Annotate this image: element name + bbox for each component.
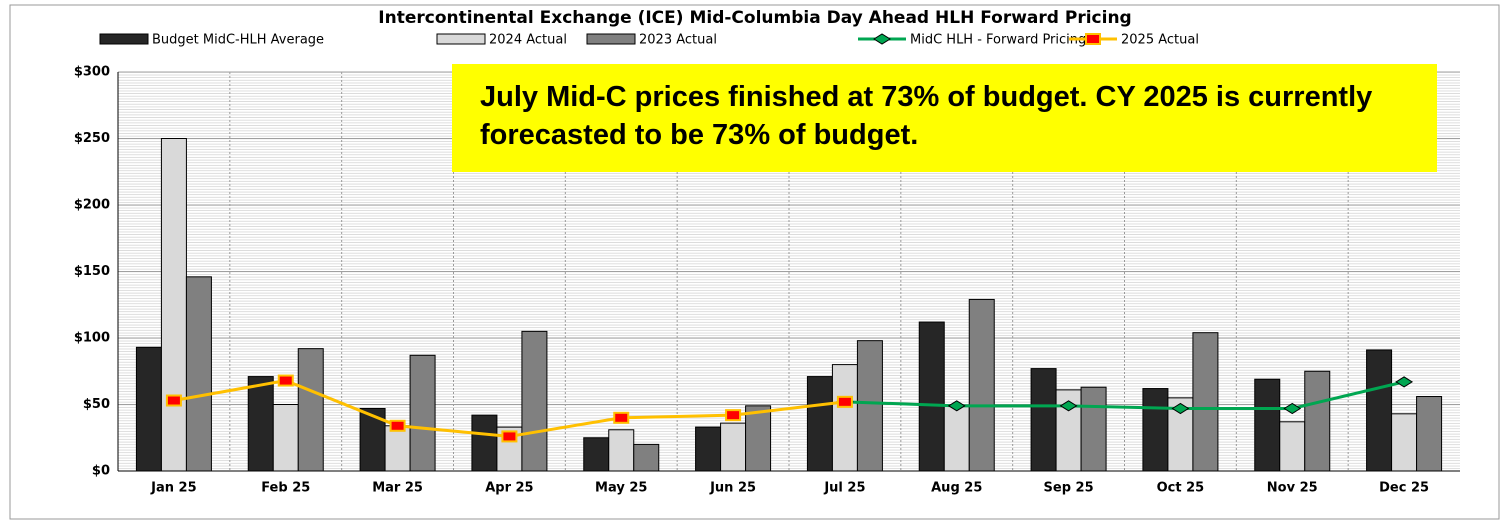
bar [247,376,274,472]
y-tick-label: $150 [74,264,110,279]
bar [695,426,722,472]
bar [1304,370,1331,472]
x-tick-label: May 25 [595,481,647,496]
legend-label: Budget MidC-HLH Average [152,33,324,48]
y-tick-label: $250 [74,131,110,146]
bar [633,443,660,472]
y-tick-label: $300 [74,65,110,80]
bar [1254,378,1281,472]
x-tick-label: Jul 25 [823,481,865,496]
marker [836,395,853,408]
x-tick-label: Nov 25 [1267,481,1318,496]
marker [1283,402,1302,415]
bar [521,330,548,472]
x-tick-label: Jun 25 [709,481,756,496]
legend-marker [1085,33,1101,45]
bar [918,321,945,472]
bar [1192,332,1219,472]
marker [1395,376,1414,388]
line [844,380,1405,410]
bar [471,414,498,472]
marker [277,374,294,387]
bar [720,422,747,472]
bar [409,354,436,472]
legend-swatch [99,33,149,45]
bar [135,346,162,472]
y-tick-label: $200 [74,198,110,213]
marker [501,430,518,443]
bar [806,376,833,472]
bar [943,405,970,472]
y-tick-label: $50 [83,397,110,412]
bar [272,404,299,472]
x-tick-label: Dec 25 [1379,481,1429,496]
x-tick-label: Feb 25 [261,481,310,496]
legend-label: MidC HLH - Forward Pricing [910,33,1086,48]
x-tick-label: Jan 25 [150,481,196,496]
legend-label: 2024 Actual [489,33,567,48]
marker [613,411,630,424]
x-tick-label: Mar 25 [372,481,423,496]
chart-title: Intercontinental Exchange (ICE) Mid-Colu… [378,8,1131,28]
legend-swatch [436,33,486,45]
marker [725,409,742,422]
bar [1279,421,1306,472]
bar [1391,413,1418,472]
bar [831,364,858,472]
marker [1171,402,1190,415]
bar [745,405,772,472]
bar [608,429,635,472]
y-tick-label: $0 [92,464,110,479]
bar [1030,368,1057,472]
y-tick-label: $100 [74,331,110,346]
bar [856,340,883,472]
bar [297,348,324,472]
legend-label: 2025 Actual [1121,33,1199,48]
bar [1366,349,1393,472]
bar [160,138,187,472]
x-tick-label: Apr 25 [485,481,533,496]
marker [947,400,966,412]
x-tick-label: Oct 25 [1157,481,1205,496]
bar [968,298,995,472]
legend-swatch [586,33,636,45]
x-tick-label: Aug 25 [931,481,982,496]
marker [389,419,406,432]
bar [1142,388,1169,472]
bar [1080,386,1107,472]
bar [583,437,610,472]
bar [384,425,411,472]
x-tick-label: Sep 25 [1044,481,1094,496]
legend-marker [873,33,891,45]
marker [165,394,182,407]
chart-border [9,4,1500,520]
bar [1416,396,1443,472]
legend-label: 2023 Actual [639,33,717,48]
bar [185,276,212,472]
marker [1059,400,1078,412]
annotation: July Mid-C prices finished at 73% of bud… [452,64,1437,172]
